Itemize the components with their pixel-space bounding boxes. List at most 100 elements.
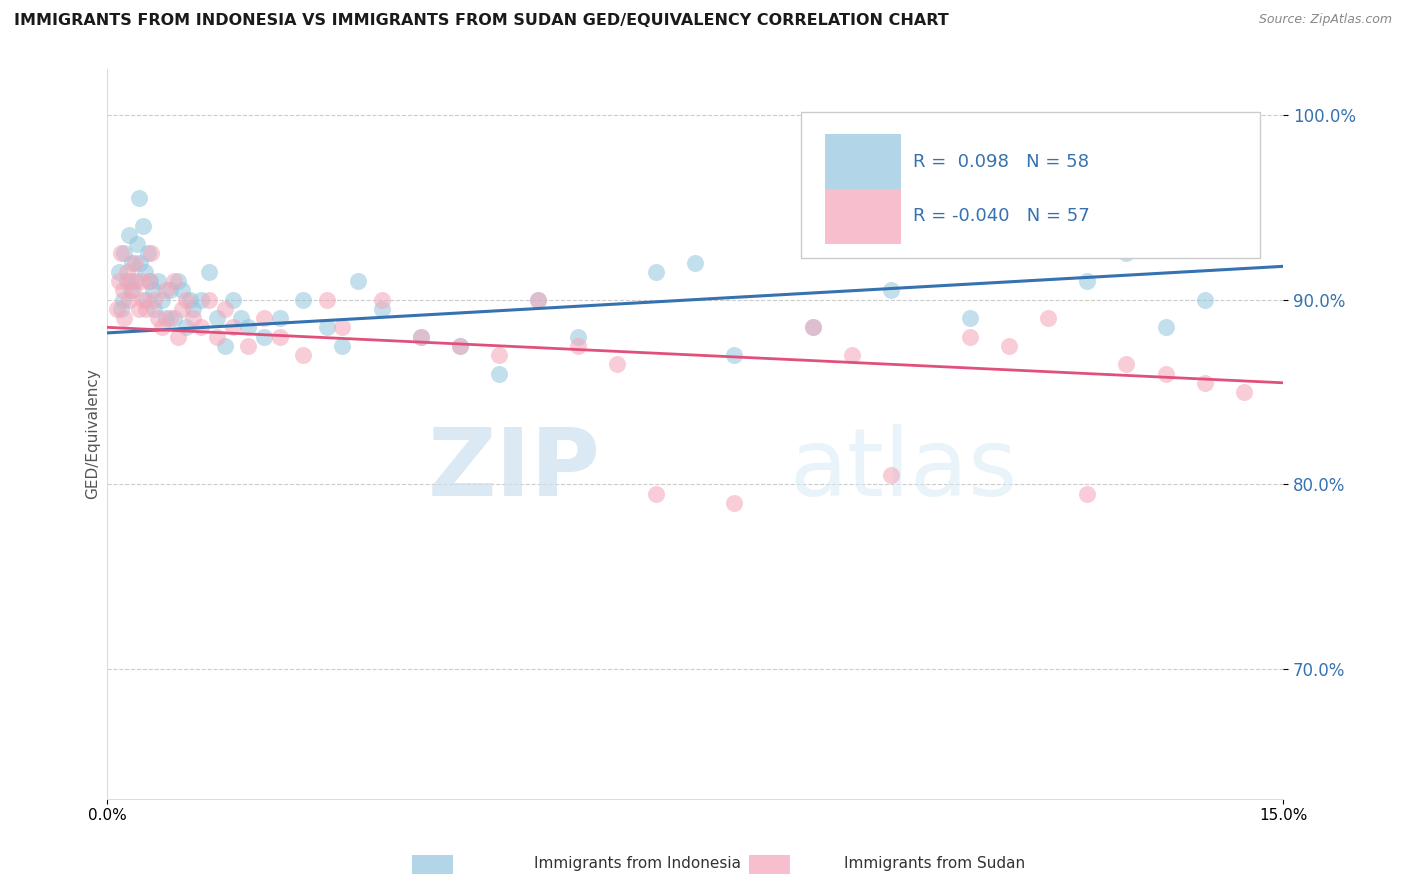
Point xyxy=(315,293,337,307)
Point xyxy=(131,219,153,233)
Point xyxy=(488,367,510,381)
Point xyxy=(166,274,188,288)
Point xyxy=(115,265,138,279)
Text: ZIP: ZIP xyxy=(429,425,602,516)
Point xyxy=(174,320,197,334)
Point xyxy=(155,284,177,298)
Point xyxy=(645,265,668,279)
Point xyxy=(190,320,212,334)
Point xyxy=(159,311,181,326)
Point xyxy=(841,348,863,362)
Point xyxy=(163,311,186,326)
Point xyxy=(121,255,143,269)
Point xyxy=(332,320,354,334)
Point xyxy=(645,486,668,500)
Point xyxy=(128,301,150,316)
Point xyxy=(129,274,152,288)
Point xyxy=(567,329,589,343)
Point xyxy=(253,329,276,343)
Point xyxy=(221,320,243,334)
Point xyxy=(143,293,166,307)
FancyBboxPatch shape xyxy=(824,134,901,189)
Point xyxy=(449,339,471,353)
Point xyxy=(488,348,510,362)
FancyBboxPatch shape xyxy=(824,189,901,244)
Point xyxy=(1115,357,1137,371)
Point xyxy=(142,284,165,298)
Point xyxy=(125,237,148,252)
Point xyxy=(527,293,550,307)
Text: atlas: atlas xyxy=(789,425,1018,516)
Point xyxy=(253,311,276,326)
Point xyxy=(114,311,136,326)
Point xyxy=(801,320,824,334)
Point xyxy=(143,301,166,316)
Point xyxy=(269,311,291,326)
Point xyxy=(129,255,152,269)
Text: R =  0.098   N = 58: R = 0.098 N = 58 xyxy=(912,153,1088,171)
Point xyxy=(139,246,162,260)
Point xyxy=(108,274,131,288)
Y-axis label: GED/Equivalency: GED/Equivalency xyxy=(86,368,100,500)
Point xyxy=(124,274,146,288)
Point xyxy=(1115,246,1137,260)
Point xyxy=(174,293,197,307)
Point xyxy=(138,274,160,288)
Point xyxy=(108,265,131,279)
Point xyxy=(449,339,471,353)
Point xyxy=(409,329,432,343)
Point xyxy=(409,329,432,343)
Point xyxy=(170,301,193,316)
Point xyxy=(166,329,188,343)
Point xyxy=(214,339,236,353)
Point xyxy=(111,284,134,298)
Point xyxy=(139,274,162,288)
Point xyxy=(683,255,706,269)
Point xyxy=(135,301,157,316)
Point xyxy=(198,293,221,307)
Point xyxy=(170,284,193,298)
Point xyxy=(148,274,170,288)
Point xyxy=(105,301,128,316)
Point xyxy=(148,311,170,326)
Point xyxy=(801,320,824,334)
Text: Immigrants from Sudan: Immigrants from Sudan xyxy=(844,856,1025,871)
Point xyxy=(214,301,236,316)
Point xyxy=(128,191,150,205)
Point xyxy=(1154,367,1177,381)
Text: IMMIGRANTS FROM INDONESIA VS IMMIGRANTS FROM SUDAN GED/EQUIVALENCY CORRELATION C: IMMIGRANTS FROM INDONESIA VS IMMIGRANTS … xyxy=(14,13,949,29)
Point xyxy=(370,293,392,307)
Point xyxy=(163,274,186,288)
Point xyxy=(114,246,136,260)
FancyBboxPatch shape xyxy=(801,112,1260,259)
Point xyxy=(122,284,145,298)
Point xyxy=(269,329,291,343)
Point xyxy=(1154,320,1177,334)
Point xyxy=(120,284,142,298)
Point xyxy=(527,293,550,307)
Point xyxy=(238,339,260,353)
Point xyxy=(1194,376,1216,390)
Point xyxy=(155,311,177,326)
Point xyxy=(1076,486,1098,500)
Point xyxy=(1194,293,1216,307)
Point xyxy=(567,339,589,353)
Point xyxy=(159,284,181,298)
Point xyxy=(723,496,745,510)
Point xyxy=(332,339,354,353)
Point xyxy=(120,274,142,288)
Point xyxy=(1233,385,1256,400)
Point xyxy=(179,293,201,307)
Point xyxy=(190,293,212,307)
Point xyxy=(292,293,315,307)
Point xyxy=(205,329,228,343)
Point xyxy=(997,339,1019,353)
Text: R = -0.040   N = 57: R = -0.040 N = 57 xyxy=(912,207,1090,225)
Point xyxy=(880,284,903,298)
Point xyxy=(183,301,205,316)
Point xyxy=(198,265,221,279)
Point xyxy=(221,293,243,307)
Point xyxy=(238,320,260,334)
Point xyxy=(118,293,141,307)
Point xyxy=(315,320,337,334)
